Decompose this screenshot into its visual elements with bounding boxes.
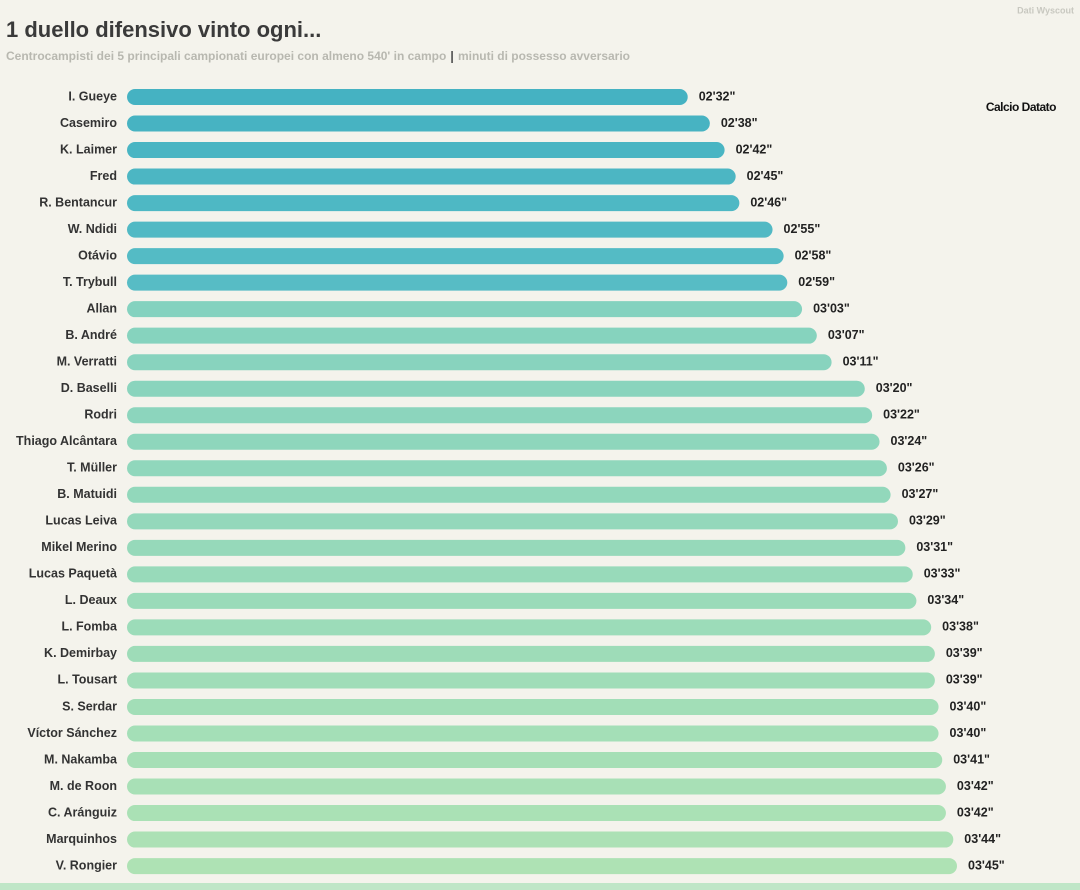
category-label: T. Trybull bbox=[63, 275, 117, 289]
bar bbox=[127, 248, 784, 265]
category-label: Rodri bbox=[84, 408, 117, 422]
bar bbox=[127, 195, 740, 212]
value-label: 02'59" bbox=[798, 275, 835, 289]
bar bbox=[127, 592, 917, 609]
bar bbox=[127, 725, 939, 742]
subtitle-unit: minuti di possesso avversario bbox=[458, 49, 630, 63]
category-label: Casemiro bbox=[60, 116, 117, 130]
value-label: 03'26" bbox=[898, 461, 935, 475]
value-label: 03'22" bbox=[883, 408, 920, 422]
value-label: 03'40" bbox=[950, 726, 987, 740]
category-label: Víctor Sánchez bbox=[27, 726, 117, 740]
bar bbox=[127, 672, 935, 689]
value-label: 03'20" bbox=[876, 381, 913, 395]
category-label: L. Deaux bbox=[65, 593, 117, 607]
bar bbox=[127, 115, 710, 132]
bar bbox=[127, 89, 688, 105]
value-label: 03'27" bbox=[902, 487, 939, 501]
bar bbox=[127, 566, 913, 583]
category-label: K. Laimer bbox=[60, 142, 117, 156]
bar bbox=[127, 619, 932, 636]
bar bbox=[127, 354, 832, 371]
value-label: 02'32" bbox=[699, 89, 736, 103]
category-label: Marquinhos bbox=[46, 832, 117, 846]
bar bbox=[127, 142, 725, 159]
value-label: 02'58" bbox=[795, 248, 832, 262]
value-label: 02'46" bbox=[750, 195, 787, 209]
value-label: 03'44" bbox=[964, 832, 1001, 846]
chart-title: 1 duello difensivo vinto ogni... bbox=[6, 17, 321, 42]
subtitle-separator: | bbox=[450, 48, 454, 63]
category-label: B. Matuidi bbox=[57, 487, 117, 501]
bar bbox=[127, 831, 954, 848]
value-label: 02'42" bbox=[736, 142, 773, 156]
bar bbox=[127, 168, 736, 185]
category-label: R. Bentancur bbox=[39, 195, 117, 209]
category-label: M. de Roon bbox=[50, 779, 117, 793]
category-label: Otávio bbox=[78, 248, 117, 262]
category-label: S. Serdar bbox=[62, 699, 117, 713]
category-label: W. Ndidi bbox=[68, 222, 117, 236]
value-label: 03'39" bbox=[946, 646, 983, 660]
value-label: 02'45" bbox=[747, 169, 784, 183]
bar bbox=[127, 698, 939, 715]
bar bbox=[127, 513, 898, 530]
value-label: 03'33" bbox=[924, 567, 961, 581]
category-label: L. Fomba bbox=[61, 620, 118, 634]
bar bbox=[127, 221, 773, 238]
category-label: Allan bbox=[86, 301, 117, 315]
bar bbox=[127, 539, 906, 556]
category-label: L. Tousart bbox=[58, 673, 118, 687]
bar bbox=[127, 805, 946, 822]
value-label: 03'40" bbox=[950, 699, 987, 713]
category-label: M. Nakamba bbox=[44, 752, 118, 766]
value-label: 03'42" bbox=[957, 805, 994, 819]
bar bbox=[127, 301, 803, 318]
bar bbox=[127, 645, 935, 662]
category-label: Thiago Alcântara bbox=[16, 434, 118, 448]
bar bbox=[127, 752, 943, 768]
value-label: 03'38" bbox=[942, 620, 979, 634]
bar bbox=[127, 460, 887, 477]
category-label: D. Baselli bbox=[61, 381, 117, 395]
value-label: 03'45" bbox=[968, 858, 1005, 872]
bar bbox=[127, 433, 880, 450]
category-label: B. André bbox=[65, 328, 117, 342]
category-label: K. Demirbay bbox=[44, 646, 117, 660]
value-label: 03'24" bbox=[891, 434, 928, 448]
chart-subtitle: Centrocampisti dei 5 principali campiona… bbox=[6, 49, 446, 63]
value-label: 03'29" bbox=[909, 514, 946, 528]
logo: Calcio Datato bbox=[986, 100, 1056, 114]
bar bbox=[127, 858, 957, 875]
source: Dati Wyscout bbox=[1017, 5, 1074, 15]
value-label: 03'39" bbox=[946, 673, 983, 687]
bar bbox=[127, 407, 873, 424]
category-label: Lucas Paquetà bbox=[29, 567, 117, 581]
value-label: 03'03" bbox=[813, 301, 850, 315]
value-label: 03'07" bbox=[828, 328, 865, 342]
value-label: 03'31" bbox=[916, 540, 953, 554]
category-label: I. Gueye bbox=[68, 89, 117, 103]
bar bbox=[127, 327, 817, 344]
value-label: 03'41" bbox=[953, 752, 990, 766]
value-label: 02'38" bbox=[721, 116, 758, 130]
category-label: C. Aránguiz bbox=[48, 805, 117, 819]
category-label: Lucas Leiva bbox=[45, 514, 118, 528]
bar bbox=[127, 778, 946, 795]
value-label: 02'55" bbox=[784, 222, 821, 236]
value-label: 03'34" bbox=[927, 593, 964, 607]
category-label: T. Müller bbox=[67, 461, 117, 475]
bottom-strip bbox=[0, 883, 1080, 890]
bar bbox=[127, 486, 891, 503]
value-label: 03'11" bbox=[843, 354, 879, 368]
bar bbox=[127, 274, 788, 291]
category-label: Fred bbox=[90, 169, 117, 183]
bar bbox=[127, 380, 865, 397]
category-label: Mikel Merino bbox=[41, 540, 117, 554]
value-label: 03'42" bbox=[957, 779, 994, 793]
category-label: M. Verratti bbox=[57, 354, 117, 368]
category-label: V. Rongier bbox=[56, 858, 117, 872]
